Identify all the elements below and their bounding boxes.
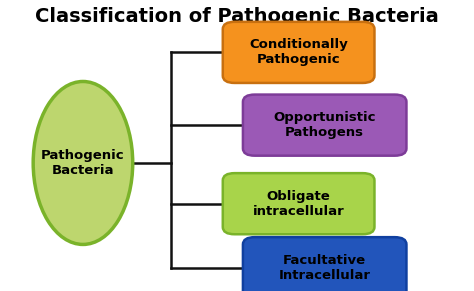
Text: Conditionally
Pathogenic: Conditionally Pathogenic (249, 38, 348, 66)
Text: Obligate
intracellular: Obligate intracellular (253, 190, 345, 218)
Text: Opportunistic
Pathogens: Opportunistic Pathogens (273, 111, 376, 139)
FancyBboxPatch shape (223, 173, 374, 234)
FancyBboxPatch shape (223, 22, 374, 83)
Text: Pathogenic
Bacteria: Pathogenic Bacteria (41, 149, 125, 177)
Text: Facultative
Intracellular: Facultative Intracellular (279, 254, 371, 282)
Ellipse shape (33, 81, 133, 244)
FancyBboxPatch shape (243, 237, 407, 291)
FancyBboxPatch shape (243, 95, 407, 156)
Text: Classification of Pathogenic Bacteria: Classification of Pathogenic Bacteria (35, 7, 439, 26)
